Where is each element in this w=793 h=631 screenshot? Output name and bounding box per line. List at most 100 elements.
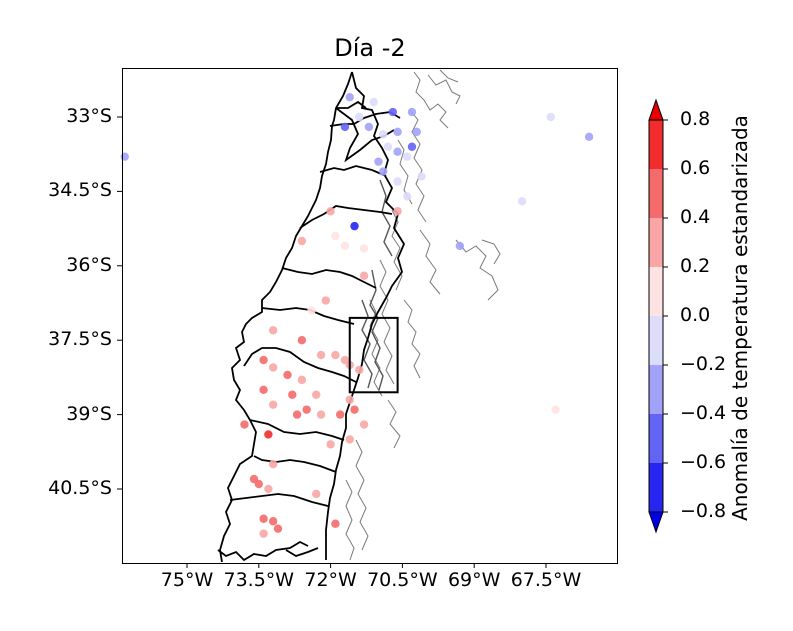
station-point — [345, 395, 354, 404]
station-point — [340, 241, 350, 251]
station-point — [259, 355, 268, 365]
y-tick-label: 33°S — [66, 105, 112, 127]
station-point — [292, 410, 302, 419]
colorbar-tick-label: 0.2 — [680, 255, 711, 277]
colorbar-label: Anomalía de temperatura estandarizada — [728, 115, 752, 521]
andes-contour-lines — [345, 69, 501, 561]
station-point — [264, 430, 273, 439]
x-tick-marks — [186, 563, 547, 568]
station-point — [259, 529, 268, 538]
station-point — [364, 122, 374, 132]
colorbar-segment — [649, 414, 663, 463]
station-point — [546, 112, 555, 122]
colorbar-segment — [649, 316, 663, 365]
station-point — [254, 479, 263, 489]
station-point — [268, 460, 278, 469]
station-point — [359, 420, 369, 429]
station-point — [312, 489, 321, 499]
station-point — [297, 375, 307, 385]
station-point — [302, 405, 311, 414]
x-tick-label: 67.5°W — [510, 569, 582, 591]
y-tick-label: 37.5°S — [48, 328, 112, 351]
station-point — [331, 350, 340, 360]
station-point — [268, 400, 278, 409]
y-tick-label: 36°S — [66, 253, 112, 276]
colorbar-extend-low — [648, 511, 664, 534]
station-point — [335, 410, 345, 419]
station-point — [517, 197, 527, 206]
coastline — [219, 71, 353, 563]
station-point — [551, 405, 560, 414]
station-point — [345, 92, 354, 102]
station-point — [259, 514, 268, 523]
station-point — [584, 132, 594, 142]
station-point — [326, 440, 335, 449]
stations-layer — [120, 92, 594, 538]
colorbar-segment — [649, 365, 663, 414]
station-point — [273, 524, 283, 533]
x-tick-label: 75°W — [160, 569, 214, 591]
y-tick-label: 39°S — [66, 402, 112, 425]
station-point — [283, 370, 292, 380]
station-point — [359, 244, 369, 253]
station-point — [407, 142, 417, 151]
map-geography — [217, 69, 501, 563]
station-point — [345, 435, 354, 444]
y-tick-marks — [117, 116, 122, 490]
station-point — [326, 207, 335, 216]
station-point — [297, 336, 307, 345]
station-point — [407, 107, 417, 117]
station-point — [297, 236, 307, 246]
y-tick-label: 40.5°S — [48, 477, 112, 499]
colorbar-segment — [649, 267, 663, 316]
colorbar-tick-label: −0.8 — [680, 500, 727, 522]
station-point — [369, 97, 378, 107]
station-point — [350, 221, 359, 231]
station-point — [417, 172, 426, 181]
colorbar-segment — [649, 463, 663, 512]
station-point — [259, 385, 268, 394]
station-point — [402, 152, 412, 161]
station-point — [355, 112, 364, 122]
station-point — [321, 296, 331, 305]
x-tick-label: 70.5°W — [367, 569, 438, 591]
station-point — [340, 122, 350, 132]
colorbar-tick-label: 0.0 — [680, 304, 711, 326]
station-point — [379, 167, 388, 176]
station-point — [402, 192, 412, 201]
station-point — [393, 147, 402, 156]
station-point — [316, 350, 326, 360]
x-tick-label: 73.5°W — [223, 569, 295, 591]
colorbar-segment — [649, 169, 663, 218]
station-point — [316, 410, 326, 419]
study-region-box — [348, 316, 399, 394]
station-point — [379, 130, 388, 139]
station-point — [312, 390, 321, 399]
map-title: Día -2 — [334, 34, 406, 62]
colorbar-tick-label: −0.2 — [680, 353, 727, 375]
station-point — [355, 365, 364, 375]
colorbar — [648, 98, 668, 534]
station-point — [350, 405, 359, 414]
station-point — [268, 517, 278, 526]
station-point — [455, 241, 465, 251]
x-tick-label: 72°W — [304, 569, 357, 591]
station-point — [268, 363, 278, 372]
colorbar-tick-label: 0.8 — [680, 108, 711, 130]
station-point — [331, 231, 340, 241]
colorbar-tick-label: 0.6 — [680, 157, 711, 179]
x-tick-label: 69°W — [447, 569, 501, 591]
station-point — [120, 152, 129, 161]
colorbar-segment — [649, 120, 663, 169]
station-point — [383, 142, 393, 151]
colorbar-segment — [649, 218, 663, 267]
station-point — [307, 306, 316, 315]
station-point — [264, 484, 273, 494]
andes-texture — [361, 179, 393, 391]
station-point — [374, 157, 383, 166]
station-point — [393, 207, 402, 216]
colorbar-tick-label: −0.4 — [680, 402, 727, 424]
station-point — [268, 326, 278, 335]
colorbar-tick-label: −0.6 — [680, 451, 727, 473]
